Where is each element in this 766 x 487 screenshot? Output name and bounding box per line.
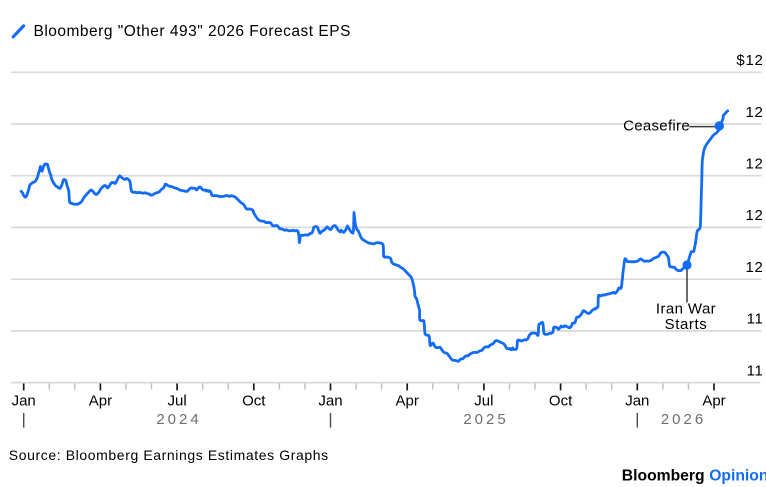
svg-text:2026: 2026	[661, 411, 706, 428]
svg-text:Apr: Apr	[89, 392, 112, 409]
svg-text:Oct: Oct	[549, 392, 573, 409]
svg-text:Apr: Apr	[702, 392, 725, 409]
svg-text:Ceasefire: Ceasefire	[623, 118, 690, 135]
svg-text:118: 118	[747, 311, 766, 328]
svg-text:2025: 2025	[463, 411, 508, 428]
svg-text:120: 120	[745, 259, 766, 276]
svg-text:Bloomberg "Other 493" 2026 For: Bloomberg "Other 493" 2026 Forecast EPS	[34, 23, 351, 40]
svg-text:Source: Bloomberg Earnings Est: Source: Bloomberg Earnings Estimates Gra…	[9, 447, 329, 463]
svg-text:2024: 2024	[156, 411, 201, 428]
svg-text:Iran War: Iran War	[656, 301, 716, 318]
svg-text:Jan: Jan	[625, 392, 649, 409]
svg-text:124: 124	[745, 156, 766, 173]
svg-text:Jan: Jan	[318, 392, 342, 409]
svg-text:Opinion: Opinion	[709, 467, 766, 484]
svg-text:$128: $128	[736, 52, 766, 69]
svg-text:Bloomberg: Bloomberg	[622, 467, 705, 484]
svg-text:Apr: Apr	[396, 392, 419, 409]
svg-text:Jan: Jan	[12, 392, 36, 409]
svg-text:126: 126	[745, 104, 766, 121]
svg-text:122: 122	[745, 207, 766, 224]
svg-text:116: 116	[747, 362, 766, 379]
svg-text:Jul: Jul	[168, 392, 187, 409]
svg-text:Jul: Jul	[474, 392, 493, 409]
svg-text:Starts: Starts	[665, 316, 708, 333]
svg-text:Oct: Oct	[242, 392, 266, 409]
